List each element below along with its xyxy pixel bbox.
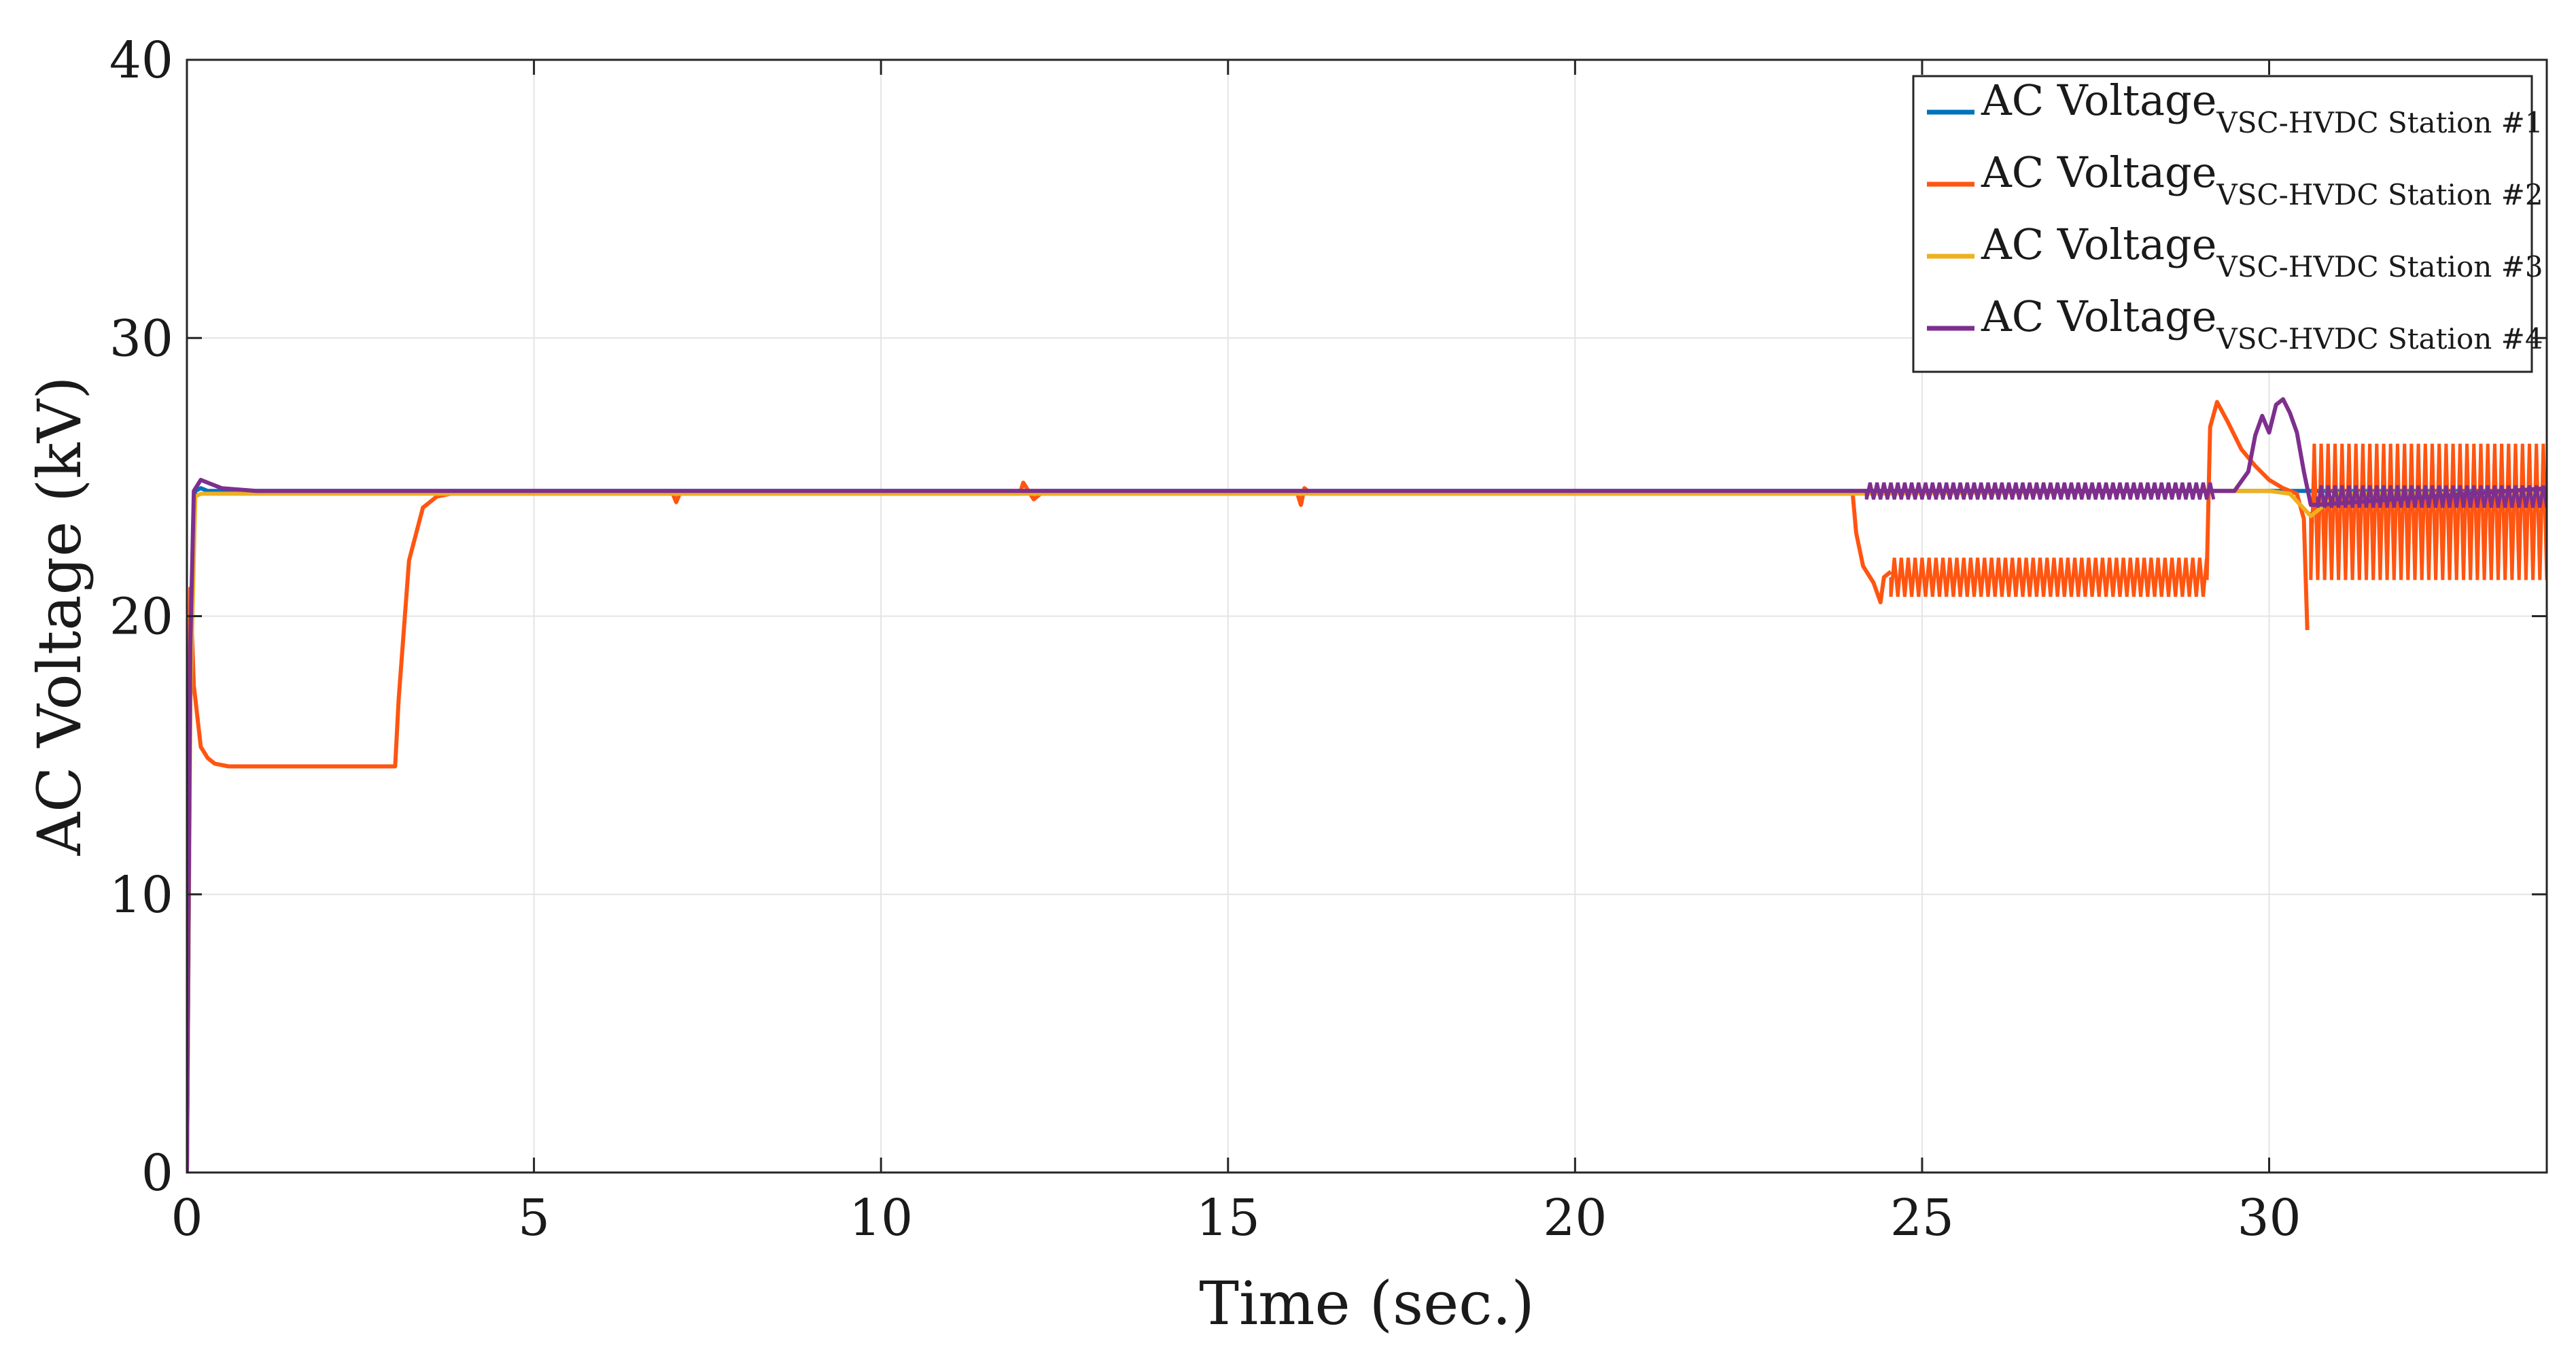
series-3-group xyxy=(187,489,2547,1173)
x-tick-label: 20 xyxy=(1543,1189,1607,1247)
series-4-oscillation xyxy=(2316,485,2547,508)
legend-label-main: AC Voltage xyxy=(1981,147,2216,197)
x-tick-label: 30 xyxy=(2237,1189,2301,1247)
x-tick-label: 10 xyxy=(849,1189,913,1247)
legend-label-subscript: VSC-HVDC Station #1 xyxy=(2216,106,2543,139)
y-tick-label: 30 xyxy=(109,309,173,368)
legend-label-main: AC Voltage xyxy=(1981,292,2216,341)
series-4-line xyxy=(187,397,2547,1173)
series-4-oscillation xyxy=(1864,482,2216,500)
y-tick-label: 0 xyxy=(141,1144,173,1202)
y-axis-title: AC Voltage (kV) xyxy=(24,376,94,856)
series-2-oscillation xyxy=(2309,443,2547,580)
x-tick-label: 0 xyxy=(171,1189,203,1247)
legend-label-subscript: VSC-HVDC Station #2 xyxy=(2216,178,2543,211)
legend-label-3: AC VoltageVSC-HVDC Station #3 xyxy=(1981,220,2543,283)
series-2-oscillation xyxy=(1889,557,2209,597)
x-tick-label: 5 xyxy=(518,1189,550,1247)
legend-label-1: AC VoltageVSC-HVDC Station #1 xyxy=(1981,75,2543,139)
legend-box xyxy=(1912,75,2533,373)
y-tick-label: 10 xyxy=(109,866,173,924)
legend-label-2: AC VoltageVSC-HVDC Station #2 xyxy=(1981,147,2543,211)
x-tick-label: 15 xyxy=(1196,1189,1260,1247)
series-3-line xyxy=(187,489,2547,1173)
legend-label-main: AC Voltage xyxy=(1981,220,2216,269)
x-tick-label: 25 xyxy=(1890,1189,1954,1247)
legend-label-4: AC VoltageVSC-HVDC Station #4 xyxy=(1981,292,2543,355)
x-axis-title: Time (sec.) xyxy=(1199,1268,1535,1338)
y-tick-label: 20 xyxy=(109,588,173,646)
legend: AC VoltageVSC-HVDC Station #1AC VoltageV… xyxy=(1912,75,2543,373)
tick-labels: 0 5 10 15 20 25 30 0 10 20 30 40 xyxy=(109,31,2301,1247)
legend-label-subscript: VSC-HVDC Station #3 xyxy=(2216,250,2543,283)
axis-ticks xyxy=(186,58,2547,1174)
series-4-group xyxy=(187,397,2547,1173)
legend-label-subscript: VSC-HVDC Station #4 xyxy=(2216,322,2543,355)
legend-label-main: AC Voltage xyxy=(1981,75,2216,125)
y-tick-label: 40 xyxy=(109,31,173,90)
series-group xyxy=(187,397,2547,1173)
